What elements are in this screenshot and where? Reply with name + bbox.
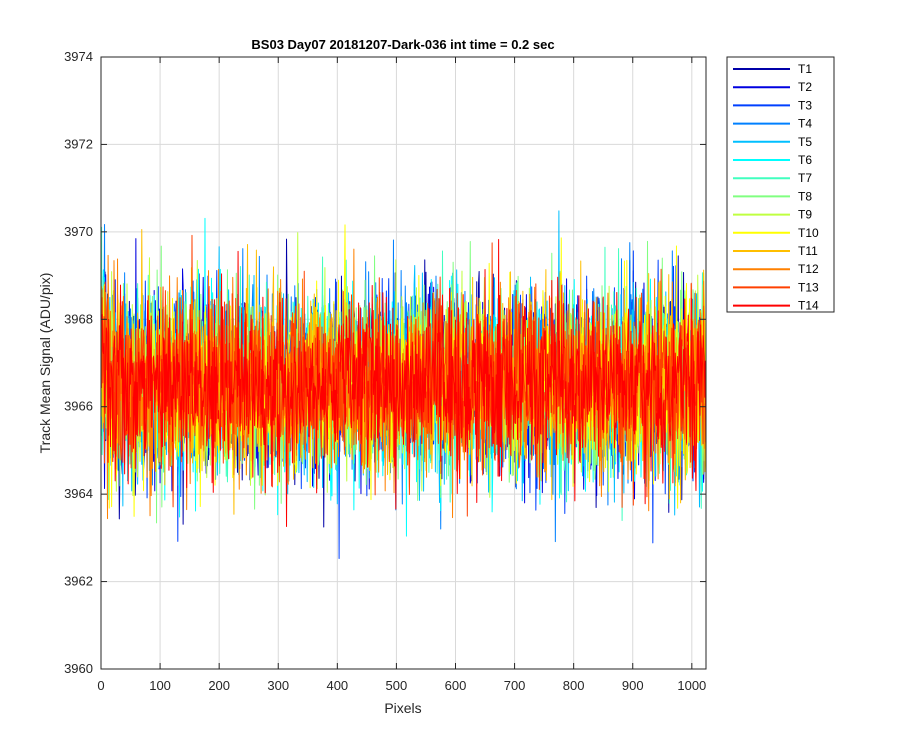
x-tick-label: 700 <box>504 678 526 693</box>
legend-label-t14: T14 <box>798 299 819 313</box>
x-tick-label: 900 <box>622 678 644 693</box>
legend-label-t4: T4 <box>798 117 812 131</box>
x-tick-label: 1000 <box>677 678 706 693</box>
legend-label-t12: T12 <box>798 262 819 276</box>
x-tick-label: 100 <box>149 678 171 693</box>
y-tick-labels: 3960 3962 3964 3966 3968 3970 3972 3974 <box>64 49 93 676</box>
y-tick-label: 3968 <box>64 311 93 326</box>
series-line-t14 <box>101 239 706 527</box>
x-tick-labels: 0 100 200 300 400 500 600 700 800 900 1000 <box>97 678 706 693</box>
series-layer <box>101 210 706 560</box>
legend-label-t7: T7 <box>798 171 812 185</box>
legend-label-t1: T1 <box>798 62 812 76</box>
legend-label-t8: T8 <box>798 189 812 203</box>
y-tick-label: 3974 <box>64 49 93 64</box>
legend-label-t2: T2 <box>798 80 812 94</box>
plot-frame <box>100 56 707 670</box>
legend-label-t10: T10 <box>798 226 819 240</box>
x-axis-title: Pixels <box>384 700 421 716</box>
y-tick-label: 3964 <box>64 486 93 501</box>
x-tick-label: 400 <box>326 678 348 693</box>
x-tick-label: 500 <box>386 678 408 693</box>
legend-label-t5: T5 <box>798 135 812 149</box>
y-tick-label: 3962 <box>64 574 93 589</box>
legend-label-t3: T3 <box>798 98 812 112</box>
x-tick-label: 0 <box>97 678 104 693</box>
legend-label-t9: T9 <box>798 208 812 222</box>
chart-title: BS03 Day07 20181207-Dark-036 int time = … <box>251 37 554 52</box>
legend-label-t6: T6 <box>798 153 812 167</box>
legend-entries: T1 T2 T3 T4 T5 T6 T7 T8 T9 T10 T11 T12 T13 T14 <box>733 62 819 313</box>
x-tick-label: 300 <box>267 678 289 693</box>
x-tick-label: 600 <box>445 678 467 693</box>
x-tick-label: 200 <box>208 678 230 693</box>
y-tick-label: 3970 <box>64 224 93 239</box>
legend-label-t11: T11 <box>798 244 818 258</box>
x-tick-label: 800 <box>563 678 585 693</box>
y-tick-label: 3966 <box>64 399 93 414</box>
y-tick-label: 3972 <box>64 136 93 151</box>
y-tick-label: 3960 <box>64 661 93 676</box>
y-axis-title: Track Mean Signal (ADU/pix) <box>37 273 53 454</box>
legend[interactable]: T1 T2 T3 T4 T5 T6 T7 T8 T9 T10 T11 T12 T13 T14 <box>726 56 835 313</box>
legend-label-t13: T13 <box>798 280 819 294</box>
ticks <box>100 56 706 670</box>
